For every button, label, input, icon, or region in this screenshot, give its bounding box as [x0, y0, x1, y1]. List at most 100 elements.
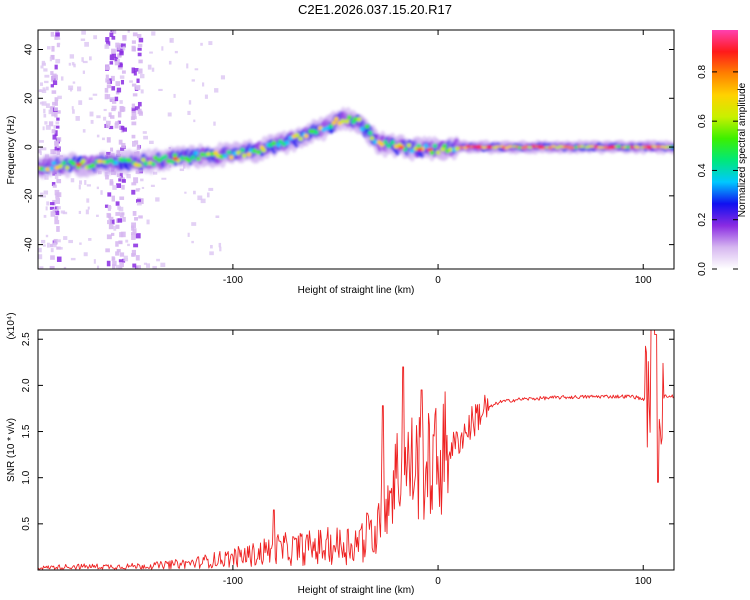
noise-cell — [121, 184, 125, 190]
y-tick-label: 0 — [24, 144, 35, 150]
y-tick-label: 1.5 — [21, 424, 32, 438]
ridge-core — [472, 145, 478, 149]
noise-cell — [38, 247, 42, 253]
noise-cell — [96, 115, 101, 119]
noise-cell — [52, 73, 57, 79]
noise-cell — [39, 140, 44, 143]
figure-title: C2E1.2026.037.15.20.R17 — [298, 2, 452, 17]
ridge-core — [232, 151, 238, 156]
ridge-core — [459, 146, 464, 149]
noise-cell — [187, 110, 191, 115]
ridge-core — [179, 155, 185, 161]
noise-cell — [56, 42, 60, 48]
noise-cell — [56, 137, 62, 142]
noise-cell — [105, 74, 109, 79]
noise-cell — [54, 174, 59, 180]
noise-cell — [105, 64, 110, 71]
noise-cell — [117, 44, 121, 50]
noise-cell — [137, 43, 143, 48]
y-tick-label: 1.0 — [21, 470, 32, 484]
noise-cell — [121, 106, 126, 112]
x-tick-label: -100 — [223, 275, 243, 286]
ridge-core — [465, 145, 471, 148]
noise-cell — [131, 222, 137, 229]
ridge-core — [364, 124, 370, 129]
noise-cell — [75, 116, 80, 121]
noise-cell — [138, 215, 143, 219]
noise-cell — [54, 100, 58, 106]
noise-cell — [115, 201, 120, 206]
noise-cell — [118, 62, 123, 68]
noise-cell — [119, 232, 124, 238]
noise-cell — [136, 201, 142, 206]
ridge-core — [344, 119, 350, 124]
ridge-core — [153, 155, 158, 161]
noise-cell — [142, 131, 147, 134]
noise-cell — [50, 211, 56, 217]
noise-cell — [92, 93, 98, 96]
noise-cell — [131, 67, 135, 74]
noise-cell — [40, 192, 44, 198]
noise-cell — [115, 91, 120, 95]
noise-cell — [151, 31, 156, 36]
noise-cell — [107, 220, 112, 225]
spectrogram-noise — [38, 30, 226, 269]
noise-cell — [55, 198, 61, 204]
noise-cell — [56, 206, 60, 211]
ridge-core — [416, 143, 422, 149]
ridge-core — [261, 148, 267, 153]
noise-cell — [169, 39, 172, 43]
noise-cell — [146, 219, 150, 225]
ridge-core — [409, 148, 415, 154]
noise-cell — [105, 175, 109, 180]
noise-cell — [54, 64, 58, 70]
noise-cell — [191, 79, 195, 82]
noise-cell — [72, 109, 75, 114]
noise-cell — [54, 97, 59, 101]
noise-cell — [49, 56, 53, 62]
noise-cell — [44, 80, 49, 84]
ridge-core — [386, 143, 392, 149]
noise-cell — [114, 96, 119, 102]
noise-cell — [52, 148, 57, 155]
noise-cell — [215, 215, 220, 219]
noise-cell — [118, 206, 124, 212]
ridge-core — [246, 152, 252, 157]
noise-cell — [197, 195, 203, 201]
noise-cell — [44, 74, 50, 78]
noise-cell — [51, 76, 55, 82]
noise-cell — [48, 109, 53, 115]
ridge-peak — [76, 163, 83, 167]
noise-cell — [54, 130, 58, 137]
noise-cell — [109, 61, 114, 65]
noise-cell — [131, 107, 136, 113]
noise-cell — [138, 59, 143, 64]
y-tick-label: 2.5 — [21, 332, 32, 346]
noise-cell — [149, 51, 153, 54]
ridge-core — [569, 146, 575, 150]
noise-cell — [137, 52, 142, 57]
noise-cell — [68, 239, 73, 244]
noise-cell — [117, 65, 123, 70]
noise-cell — [135, 233, 141, 239]
ridge-core — [347, 115, 352, 120]
noise-cell — [112, 185, 117, 190]
noise-cell — [109, 219, 115, 225]
ridge-core — [547, 146, 553, 149]
noise-cell — [103, 116, 107, 121]
ridge-core — [579, 145, 585, 148]
noise-cell — [77, 86, 82, 92]
noise-cell — [84, 180, 87, 185]
snr-scale-label: (x10⁴) — [6, 312, 17, 339]
noise-cell — [43, 244, 46, 247]
ridge-core — [635, 146, 641, 149]
ridge-peak — [609, 145, 616, 149]
noise-cell — [71, 106, 74, 110]
noise-cell — [106, 212, 111, 218]
ridge-peak — [646, 145, 653, 149]
ridge-core — [423, 143, 429, 149]
noise-cell — [111, 48, 116, 54]
ridge-core — [186, 158, 192, 163]
noise-cell — [71, 62, 75, 66]
colorbar-label: Normalized spectral amplitude — [737, 82, 748, 217]
